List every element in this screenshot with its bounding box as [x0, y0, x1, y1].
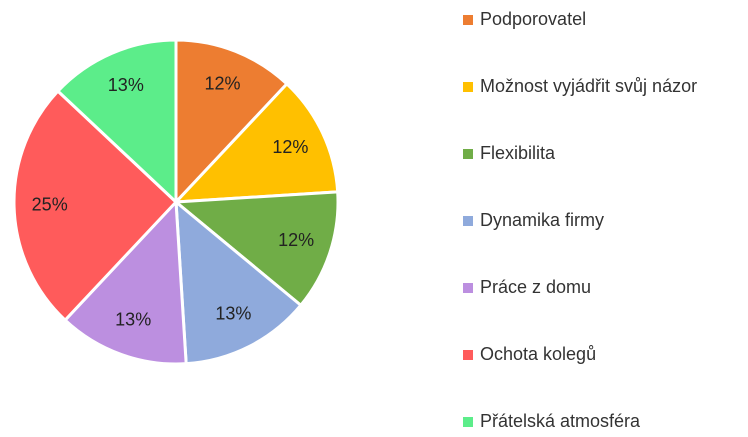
pie-slice	[174, 198, 303, 366]
pie-slice	[172, 81, 340, 204]
pie-slice	[55, 38, 178, 206]
legend-swatch	[463, 350, 473, 360]
legend-swatch	[463, 283, 473, 293]
data-label: 13%	[215, 303, 251, 323]
data-label: 13%	[108, 75, 144, 95]
data-label: 25%	[32, 195, 68, 215]
legend-label: Podporovatel	[480, 9, 586, 29]
legend-swatch	[463, 82, 473, 92]
legend-label: Flexibilita	[480, 143, 556, 163]
data-label: 12%	[278, 230, 314, 250]
data-label: 12%	[272, 137, 308, 157]
legend-label: Přátelská atmosféra	[480, 411, 641, 431]
legend-label: Dynamika firmy	[480, 210, 604, 230]
legend-swatch	[463, 15, 473, 25]
legend-swatch	[463, 149, 473, 159]
legend-swatch	[463, 216, 473, 226]
pie-slice	[172, 190, 340, 308]
legend-label: Možnost vyjádřit svůj názor	[480, 76, 697, 96]
legend-label: Ochota kolegů	[480, 344, 596, 364]
pie-slice	[62, 198, 188, 366]
pie-slice	[174, 38, 290, 206]
pie-slice	[12, 88, 179, 323]
legend-swatch	[463, 417, 473, 427]
legend-label: Práce z domu	[480, 277, 591, 297]
data-label: 13%	[115, 310, 151, 330]
data-label: 12%	[205, 73, 241, 93]
